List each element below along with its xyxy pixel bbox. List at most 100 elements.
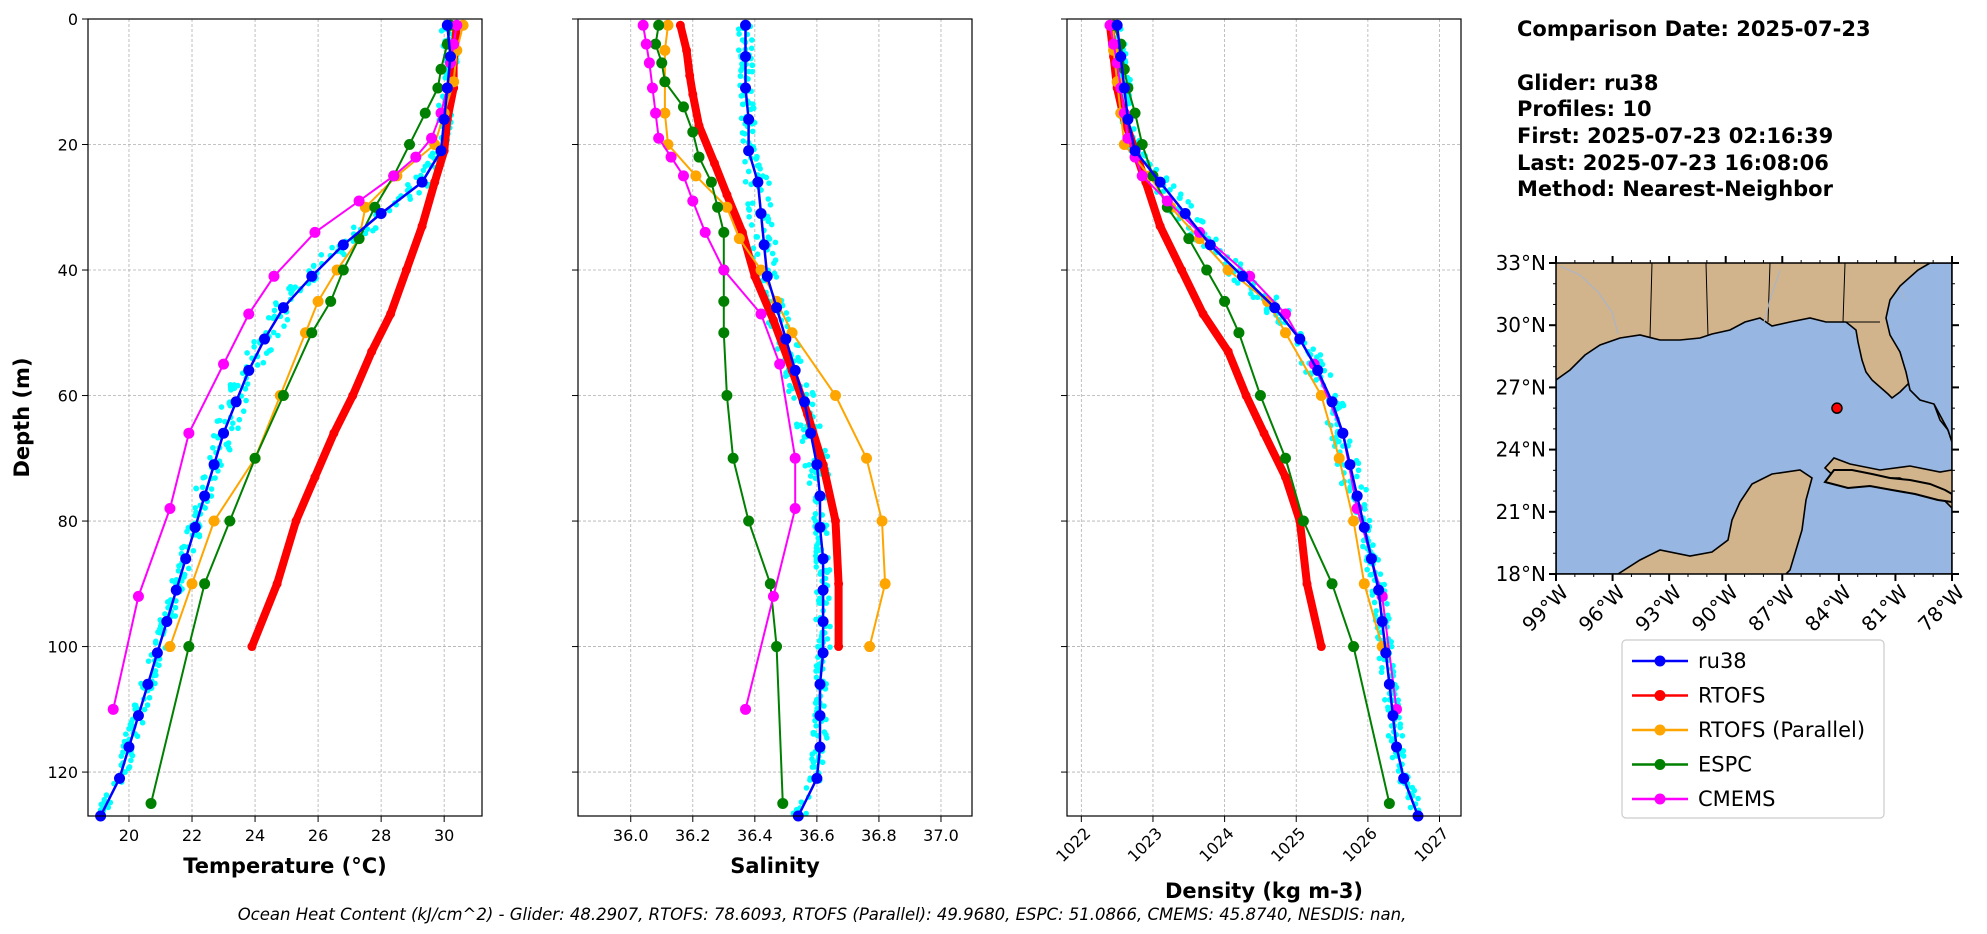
series-point (218, 358, 230, 370)
series-point (750, 271, 760, 281)
info-block: Comparison Date: 2025-07-23 Glider: ru38… (1517, 17, 1871, 201)
series-point (1373, 584, 1385, 596)
series-point (758, 239, 770, 251)
lon-tick-label: 93°W (1630, 580, 1686, 636)
series-point (811, 459, 823, 471)
glider-scatter-point (193, 485, 200, 492)
series-point (438, 113, 450, 125)
series-point (1380, 647, 1392, 659)
series-point (186, 578, 198, 590)
glider-scatter-point (225, 444, 232, 451)
glider-scatter-point (1385, 733, 1392, 739)
glider-scatter-point (735, 47, 742, 53)
series-point (1376, 615, 1388, 627)
lon-tick-label: 90°W (1687, 580, 1743, 636)
series-point (727, 452, 739, 464)
glider-scatter-point (742, 158, 748, 165)
glider-scatter-point (128, 757, 134, 764)
glider-scatter-point (1263, 306, 1270, 313)
glider-scatter-point (270, 329, 277, 336)
y-tick-label: 120 (47, 763, 78, 782)
series-point (718, 264, 730, 276)
series-point (1179, 208, 1191, 220)
series-point (1115, 51, 1127, 63)
x-tick-label: 30 (434, 826, 454, 845)
legend-frame (1621, 639, 1885, 819)
series-point (1294, 333, 1306, 345)
series-point (1326, 396, 1338, 408)
legend: ru38 RTOFS RTOFS (Parallel) ESPC CMEMS (1621, 639, 1885, 819)
x-tick-label: 1026 (1339, 824, 1381, 866)
glider-scatter-point (824, 569, 830, 576)
y-tick-label: 80 (58, 512, 78, 531)
cuba (1823, 469, 1952, 504)
glider-scatter-point (235, 425, 241, 432)
salinity-panel: 36.0 36.2 36.4 36.6 36.8 37.0 Salinity (572, 18, 973, 878)
series-point (656, 57, 668, 69)
series-point (1198, 309, 1208, 319)
series-point (789, 364, 801, 376)
series-point (145, 797, 157, 809)
series-point (183, 427, 195, 439)
x-tick-label: 36.6 (799, 826, 835, 845)
glider-scatter-point (824, 636, 831, 642)
density-xlabel: Density (kg m-3) (1165, 879, 1363, 903)
glider-scatter-point (772, 239, 779, 246)
legend-item-espc: ESPC (1632, 753, 1752, 777)
glider-scatter-point (749, 200, 756, 206)
series-point (694, 121, 704, 131)
glider-scatter-point (738, 115, 745, 122)
glider-scatter-point (196, 533, 203, 540)
glider-scatter-point (807, 777, 813, 783)
x-tick-label: 37.0 (923, 826, 959, 845)
series-point (677, 101, 689, 113)
glider-scatter-point (152, 668, 159, 674)
series-point (199, 578, 211, 590)
glider-scatter-point (815, 597, 822, 604)
series-point (699, 226, 711, 238)
glider-scatter-point (1237, 261, 1244, 267)
glider-scatter-point (373, 225, 379, 231)
depth-ylabel: Depth (m) (10, 357, 34, 477)
glider-scatter-point (798, 799, 805, 805)
glider-scatter-point (1170, 183, 1177, 189)
series-point (142, 678, 154, 690)
glider-scatter-point (1273, 294, 1280, 301)
glider-scatter-point (292, 284, 299, 290)
rivers (1559, 265, 1906, 335)
glider-scatter-point (1385, 704, 1391, 711)
density-series (1104, 19, 1424, 822)
glider-scatter-point (1377, 571, 1384, 577)
x-tick-label: 28 (371, 826, 391, 845)
series-point (1233, 327, 1245, 339)
glider-scatter-point (131, 702, 138, 709)
glider-scatter-point (793, 421, 800, 428)
glider-scatter-point (1379, 665, 1385, 671)
temperature-series (95, 19, 469, 822)
series-point (1315, 390, 1327, 402)
glider-scatter-point (153, 638, 159, 645)
glider-location-marker (1831, 402, 1843, 414)
glider-scatter-point (1389, 754, 1396, 761)
series-point (1316, 642, 1326, 652)
glider-scatter-point (749, 128, 756, 135)
series-point (653, 19, 665, 31)
series-point (259, 333, 271, 345)
series-point (834, 642, 844, 652)
glider-scatter-point (1213, 236, 1219, 243)
lon-tick-label: 87°W (1743, 580, 1799, 636)
series-point (764, 578, 776, 590)
glider-scatter-point (1188, 203, 1195, 209)
series-point (401, 265, 411, 275)
y-tick-label: 100 (47, 638, 78, 657)
glider-scatter-point (1409, 784, 1416, 791)
series-point (1348, 515, 1360, 527)
series-point (722, 190, 732, 200)
glider-scatter-point (125, 765, 132, 772)
series-point (1241, 391, 1251, 401)
series-point (740, 82, 752, 94)
glider-scatter-point (748, 222, 755, 228)
glider-scatter-point (803, 382, 810, 388)
series-point (291, 516, 301, 526)
glider-scatter-point (1407, 804, 1414, 811)
